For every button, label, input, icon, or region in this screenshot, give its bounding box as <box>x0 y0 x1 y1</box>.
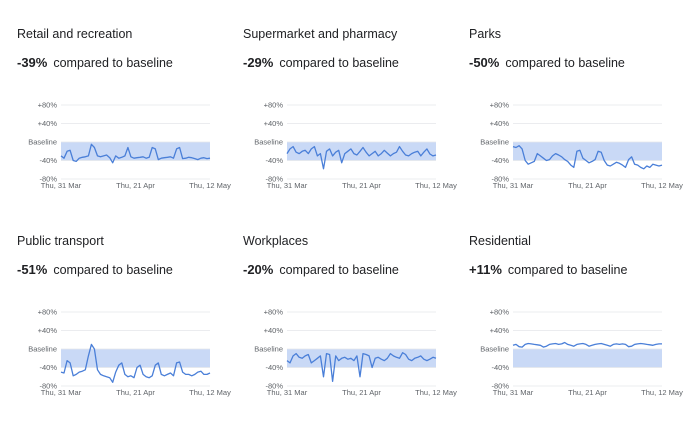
y-tick-label: -80% <box>39 382 57 391</box>
y-tick-label: +40% <box>490 119 510 128</box>
y-tick-label: +80% <box>264 101 284 110</box>
series-line <box>286 352 437 383</box>
series-line <box>60 143 211 164</box>
y-tick-label: -80% <box>491 175 509 184</box>
y-tick-label: -40% <box>491 363 509 372</box>
change-value: -20% <box>243 262 274 277</box>
line-chart: +80% +40% Baseline -40% -80%Thu, 31 Mar Thu, … <box>28 308 231 397</box>
x-tick-label: Thu, 31 Mar <box>41 181 82 190</box>
y-tick-label: -40% <box>265 156 283 165</box>
change-value: -51% <box>17 262 48 277</box>
x-tick-label: Thu, 31 Mar <box>41 388 82 397</box>
line-chart: +80% +40% Baseline -40% -80%Thu, 31 Mar Thu, … <box>28 101 231 190</box>
x-tick-label: Thu, 12 May <box>189 181 231 190</box>
change-value: -39% <box>17 55 48 70</box>
y-tick-label: +80% <box>38 308 58 317</box>
chart-title: Public transport <box>17 234 104 248</box>
y-tick-label: +80% <box>490 101 510 110</box>
y-tick-label: +40% <box>490 326 510 335</box>
panel-workplaces: Workplaces -20% compared to baseline +80%… <box>243 234 468 434</box>
series-line <box>286 145 437 170</box>
baseline-band <box>61 349 210 368</box>
y-tick-label: Baseline <box>28 138 57 147</box>
x-tick-label: Thu, 21 Apr <box>568 388 607 397</box>
y-tick-label: -40% <box>265 363 283 372</box>
baseline-band <box>513 142 662 161</box>
x-tick-label: Thu, 21 Apr <box>116 181 155 190</box>
series-line <box>512 145 663 170</box>
change-value: +11% <box>469 262 502 277</box>
panel-supermarket: Supermarket and pharmacy -29% compared to… <box>243 27 468 227</box>
x-tick-label: Thu, 31 Mar <box>493 388 534 397</box>
y-tick-label: +40% <box>264 326 284 335</box>
change-line: -39% compared to baseline <box>17 55 173 70</box>
chart-title: Workplaces <box>243 234 309 248</box>
y-tick-label: -80% <box>265 382 283 391</box>
change-value: -50% <box>469 55 500 70</box>
x-tick-label: Thu, 12 May <box>415 388 457 397</box>
line-chart: +80% +40% Baseline -40% -80%Thu, 31 Mar Thu, … <box>254 101 457 190</box>
y-tick-label: +40% <box>38 119 58 128</box>
x-tick-label: Thu, 21 Apr <box>568 181 607 190</box>
chart-title: Supermarket and pharmacy <box>243 27 398 41</box>
y-tick-label: Baseline <box>480 345 509 354</box>
panel-residential: Residential +11% compared to baseline +80… <box>469 234 694 434</box>
x-tick-label: Thu, 12 May <box>189 388 231 397</box>
y-tick-label: -80% <box>39 175 57 184</box>
chart-title: Residential <box>469 234 531 248</box>
panel-public-transport: Public transport -51% compared to baselin… <box>17 234 242 434</box>
change-label: compared to baseline <box>53 263 173 277</box>
change-line: -29% compared to baseline <box>243 55 399 70</box>
y-tick-label: Baseline <box>254 345 283 354</box>
change-label: compared to baseline <box>279 263 399 277</box>
x-tick-label: Thu, 12 May <box>641 388 683 397</box>
x-tick-label: Thu, 31 Mar <box>267 181 308 190</box>
y-tick-label: +40% <box>264 119 284 128</box>
y-tick-label: Baseline <box>254 138 283 147</box>
y-tick-label: -80% <box>265 175 283 184</box>
y-tick-label: Baseline <box>480 138 509 147</box>
x-tick-label: Thu, 12 May <box>415 181 457 190</box>
change-line: -20% compared to baseline <box>243 262 399 277</box>
x-tick-label: Thu, 21 Apr <box>342 181 381 190</box>
x-tick-label: Thu, 31 Mar <box>493 181 534 190</box>
change-label: compared to baseline <box>507 263 628 277</box>
panel-parks: Parks -50% compared to baseline +80% +40% B… <box>469 27 694 227</box>
line-chart: +80% +40% Baseline -40% -80%Thu, 31 Mar Thu, … <box>254 308 457 397</box>
change-label: compared to baseline <box>505 56 625 70</box>
baseline-band <box>287 349 436 368</box>
y-tick-label: +80% <box>490 308 510 317</box>
y-tick-label: -40% <box>39 156 57 165</box>
y-tick-label: Baseline <box>28 345 57 354</box>
x-tick-label: Thu, 21 Apr <box>116 388 155 397</box>
chart-title: Retail and recreation <box>17 27 133 41</box>
y-tick-label: -80% <box>491 382 509 391</box>
line-chart: +80% +40% Baseline -40% -80%Thu, 31 Mar Thu, … <box>480 101 683 190</box>
y-tick-label: -40% <box>491 156 509 165</box>
panel-retail: Retail and recreation -39% compared to ba… <box>17 27 242 227</box>
x-tick-label: Thu, 21 Apr <box>342 388 381 397</box>
x-tick-label: Thu, 31 Mar <box>267 388 308 397</box>
change-line: +11% compared to baseline <box>469 262 627 277</box>
change-value: -29% <box>243 55 274 70</box>
y-tick-label: +80% <box>264 308 284 317</box>
x-tick-label: Thu, 12 May <box>641 181 683 190</box>
y-tick-label: +80% <box>38 101 58 110</box>
series-line <box>512 341 662 348</box>
change-line: -51% compared to baseline <box>17 262 173 277</box>
chart-title: Parks <box>469 27 501 41</box>
change-line: -50% compared to baseline <box>469 55 625 70</box>
y-tick-label: +40% <box>38 326 58 335</box>
change-label: compared to baseline <box>53 56 173 70</box>
y-tick-label: -40% <box>39 363 57 372</box>
line-chart: +80% +40% Baseline -40% -80%Thu, 31 Mar Thu, … <box>480 308 683 397</box>
series-line <box>60 343 211 383</box>
baseline-band <box>513 349 662 368</box>
change-label: compared to baseline <box>279 56 399 70</box>
